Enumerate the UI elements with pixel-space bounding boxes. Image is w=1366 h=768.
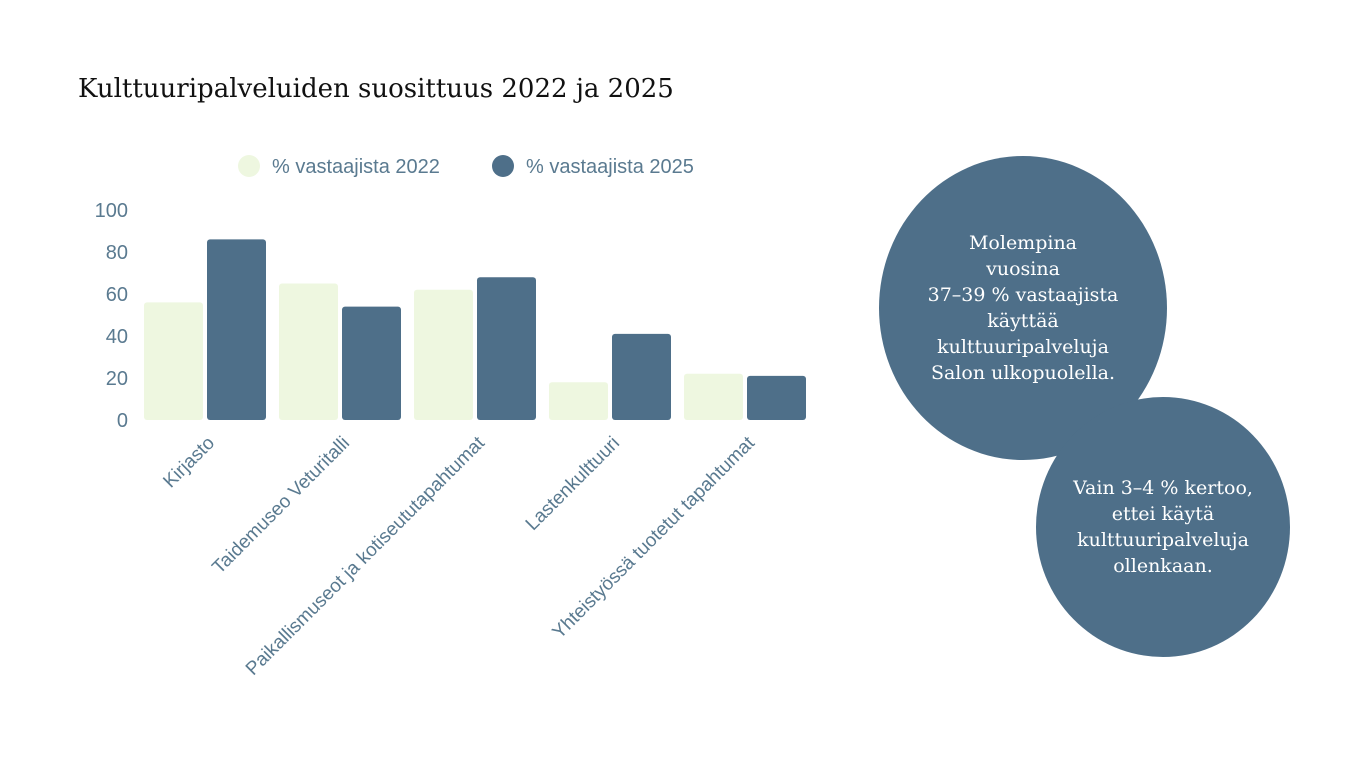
- bars: [144, 239, 806, 420]
- legend-swatch-2: [492, 155, 514, 177]
- info-bubble-no-usage: Vain 3–4 % kertoo, ettei käytä kulttuuri…: [1036, 397, 1290, 657]
- bar-1-3: [414, 289, 473, 420]
- x-tick-label: Taidemuseo Veturitalli: [208, 433, 354, 579]
- bar-1-4: [549, 382, 608, 420]
- bar-2-2: [342, 306, 401, 420]
- bar-1-2: [279, 283, 338, 420]
- x-tick-label: Kirjasto: [159, 433, 219, 493]
- y-axis: 0 20 40 60 80 100: [95, 200, 128, 432]
- y-tick-label: 20: [106, 368, 128, 390]
- legend-label-1: % vastaajista 2022: [272, 156, 440, 178]
- y-tick-label: 40: [106, 326, 128, 348]
- bar-1-5: [684, 373, 743, 420]
- bar-1-1: [144, 302, 203, 420]
- bar-2-1: [207, 239, 266, 420]
- y-tick-label: 60: [106, 284, 128, 306]
- page-title: Kulttuuripalveluiden suosittuus 2022 ja …: [78, 74, 674, 104]
- y-tick-label: 100: [95, 200, 128, 222]
- bar-2-5: [747, 375, 806, 420]
- chart-legend: % vastaajista 2022 % vastaajista 2025: [238, 155, 694, 178]
- bar-chart: % vastaajista 2022 % vastaajista 2025 0 20…: [95, 155, 806, 680]
- info-bubble-text: Molempina vuosina 37–39 % vastaajista kä…: [927, 232, 1119, 384]
- legend-label-2: % vastaajista 2025: [526, 156, 694, 178]
- info-bubble-text: Vain 3–4 % kertoo, ettei käytä kulttuuri…: [1073, 477, 1253, 577]
- y-tick-label: 0: [117, 410, 128, 432]
- bar-2-3: [477, 277, 536, 420]
- y-tick-label: 80: [106, 242, 128, 264]
- x-tick-label: Lastenkulttuuri: [522, 433, 624, 535]
- legend-swatch-1: [238, 155, 260, 177]
- x-tick-label: Paikallismuseot ja kotiseututapahtumat: [242, 432, 490, 680]
- bar-2-4: [612, 333, 671, 420]
